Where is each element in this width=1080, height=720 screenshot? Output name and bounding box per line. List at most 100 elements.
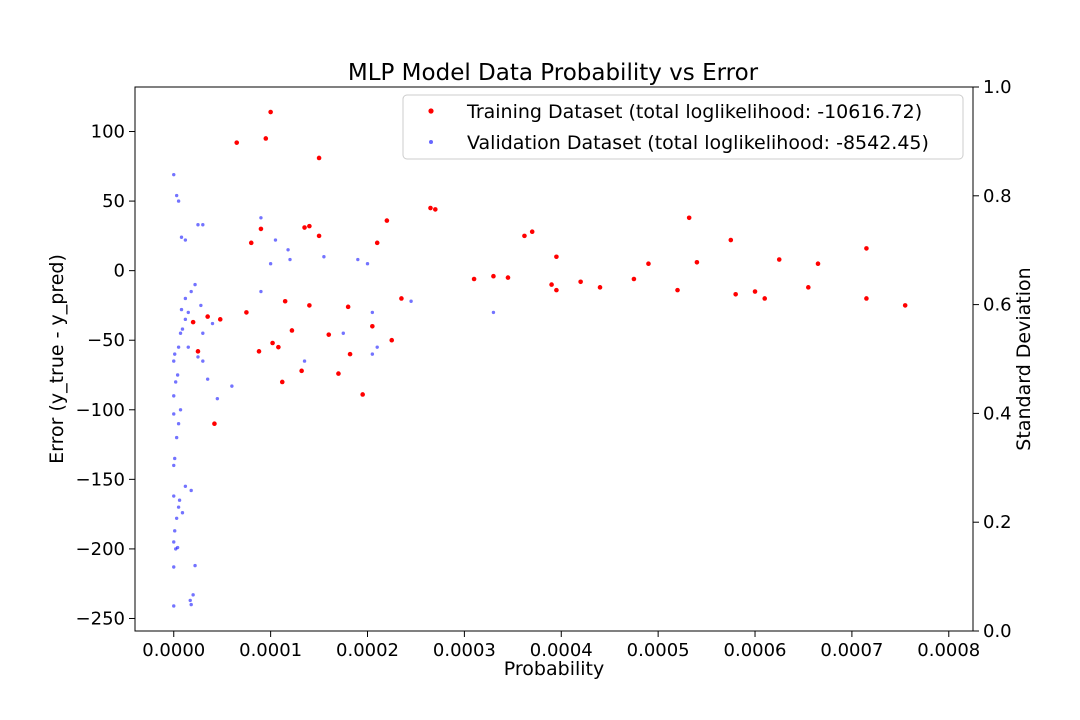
validation-point xyxy=(201,359,205,363)
validation-point xyxy=(199,303,203,308)
validation-point xyxy=(189,289,193,294)
validation-point xyxy=(176,505,181,509)
x-tick-label: 0.0000 xyxy=(142,640,205,661)
validation-point xyxy=(173,352,177,356)
validation-point xyxy=(175,545,180,550)
training-point xyxy=(762,296,768,301)
training-point xyxy=(370,324,375,329)
training-point xyxy=(268,109,273,115)
validation-points xyxy=(172,172,496,608)
validation-point xyxy=(176,422,181,426)
training-point xyxy=(299,368,304,374)
validation-point xyxy=(175,373,180,377)
legend: Training Dataset (total loglikelihood: -… xyxy=(402,94,964,160)
training-point xyxy=(212,421,217,427)
training-point xyxy=(399,296,404,301)
training-point xyxy=(578,279,583,285)
validation-point xyxy=(259,289,263,294)
training-point xyxy=(433,207,438,212)
x-tick-label: 0.0001 xyxy=(239,640,302,661)
training-point xyxy=(686,215,692,221)
validation-point xyxy=(183,317,188,322)
training-point xyxy=(549,282,554,287)
legend-box xyxy=(402,94,964,160)
validation-point xyxy=(172,494,176,498)
validation-point xyxy=(178,331,183,335)
validation-point xyxy=(188,598,192,603)
validation-point xyxy=(186,345,190,349)
validation-point xyxy=(172,172,176,177)
validation-point xyxy=(172,394,176,398)
y-tick-label: 50 xyxy=(102,191,125,212)
legend-label-training: Training Dataset (total loglikelihood: -… xyxy=(466,101,922,123)
training-point xyxy=(806,285,811,290)
y-axis-ticks: 100 50 0 −50 −100 −150 −200 −250 xyxy=(76,122,135,629)
training-point xyxy=(248,240,254,246)
training-point xyxy=(345,304,351,310)
x-axis-title: Probability xyxy=(504,658,604,680)
training-point xyxy=(733,292,738,297)
x-tick-label: 0.0003 xyxy=(433,640,496,661)
y-tick-label: −250 xyxy=(76,608,125,629)
y-tick-label: −200 xyxy=(76,539,125,560)
training-point xyxy=(307,303,312,308)
training-point xyxy=(389,337,395,343)
training-point xyxy=(316,155,322,161)
validation-point xyxy=(179,235,184,239)
training-point xyxy=(776,257,782,262)
legend-marker-validation xyxy=(429,140,433,144)
validation-point xyxy=(286,248,290,252)
validation-point xyxy=(196,355,200,359)
training-point xyxy=(347,351,353,357)
y2-tick-label: 1.0 xyxy=(983,77,1012,98)
validation-point xyxy=(172,604,176,608)
training-point xyxy=(597,285,603,290)
validation-point xyxy=(356,257,360,262)
validation-point xyxy=(191,593,195,597)
training-point xyxy=(864,296,869,301)
training-point xyxy=(307,223,312,229)
validation-point xyxy=(205,377,210,381)
x-tick-label: 0.0002 xyxy=(336,640,399,661)
training-point xyxy=(276,344,281,350)
training-point xyxy=(694,260,700,265)
validation-point xyxy=(173,456,177,461)
validation-point xyxy=(302,359,307,363)
y2-tick-label: 0.0 xyxy=(983,621,1012,642)
training-point xyxy=(316,233,322,239)
y2-axis-title: Standard Deviation xyxy=(1013,267,1035,450)
x-axis-ticks: 0.0000 0.0001 0.0002 0.0003 0.0004 0.0005 0.00… xyxy=(142,631,980,661)
training-point xyxy=(631,276,637,282)
training-point xyxy=(554,287,559,293)
validation-point xyxy=(183,296,188,301)
validation-point xyxy=(172,463,176,468)
validation-point xyxy=(183,238,188,242)
training-point xyxy=(326,332,332,337)
validation-point xyxy=(179,307,184,312)
validation-point xyxy=(172,412,176,416)
training-point xyxy=(302,225,307,230)
validation-point xyxy=(268,262,273,266)
training-point xyxy=(428,205,433,211)
training-point xyxy=(491,273,496,279)
validation-point xyxy=(180,511,185,515)
chart-title: MLP Model Data Probability vs Error xyxy=(348,60,759,86)
training-point xyxy=(554,254,559,260)
training-point xyxy=(505,275,511,280)
y2-tick-label: 0.4 xyxy=(983,403,1012,424)
validation-point xyxy=(365,262,370,266)
validation-point xyxy=(201,331,205,335)
training-point xyxy=(360,392,365,397)
validation-point xyxy=(189,602,193,607)
training-point xyxy=(471,276,477,282)
training-point xyxy=(217,317,223,322)
legend-label-validation: Validation Dataset (total loglikelihood:… xyxy=(467,132,929,154)
validation-point xyxy=(193,282,197,287)
validation-point xyxy=(174,193,179,198)
x-tick-label: 0.0008 xyxy=(917,640,980,661)
validation-point xyxy=(273,238,278,242)
y-axis-title: Error (y_true - y_pred) xyxy=(46,254,68,464)
training-point xyxy=(864,246,869,251)
training-point xyxy=(205,314,210,319)
